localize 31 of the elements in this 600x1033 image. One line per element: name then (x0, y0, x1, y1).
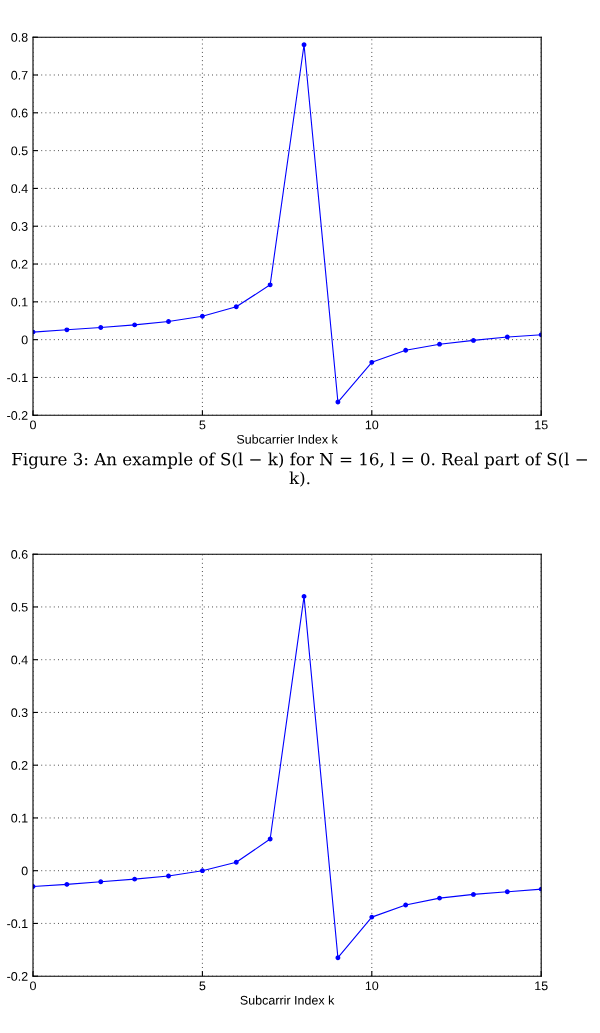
y-tick-label: -0.2 (7, 411, 28, 420)
x-tick-label: 0 (30, 981, 36, 991)
x-tick-label: 5 (199, 420, 206, 430)
x-tick-label: 15 (535, 981, 548, 991)
y-tick-label: 0.5 (11, 146, 28, 156)
y-tick-label: 0.1 (11, 297, 28, 307)
y-tick-label: 0.2 (11, 761, 28, 770)
x-tick-label: 15 (535, 420, 548, 430)
y-tick-label: 0.4 (11, 184, 28, 194)
y-tick-label: 0 (21, 335, 28, 345)
x-axis-title: Subcarrir Index k (240, 995, 335, 1005)
y-tick-label: 0.7 (11, 70, 28, 80)
y-tick-label: 0 (21, 866, 28, 876)
y-tick-label: 0.2 (11, 259, 28, 269)
x-tick-label: 0 (30, 420, 36, 430)
y-tick-label: 0.5 (11, 602, 28, 612)
x-tick-label: 5 (199, 981, 206, 991)
y-tick-label: 0.3 (11, 708, 28, 718)
y-tick-label: 0.3 (11, 222, 28, 231)
y-tick-label: 0.6 (11, 108, 28, 118)
y-tick-label: -0.2 (7, 971, 28, 981)
x-axis-title: Subcarrier Index k (236, 434, 338, 444)
y-tick-label: -0.1 (7, 373, 28, 383)
y-tick-label: 0.6 (11, 550, 28, 559)
y-tick-label: 0.8 (11, 32, 28, 42)
y-tick-label: 0.4 (11, 655, 28, 665)
y-tick-label: -0.1 (7, 919, 28, 929)
y-tick-label: 0.1 (11, 813, 28, 823)
x-tick-label: 10 (365, 420, 379, 430)
x-tick-label: 10 (365, 981, 379, 991)
caption: Figure 3: An example of S(l − k) for N = 16, l = 0. Real part of S(l − k). (12, 452, 587, 487)
